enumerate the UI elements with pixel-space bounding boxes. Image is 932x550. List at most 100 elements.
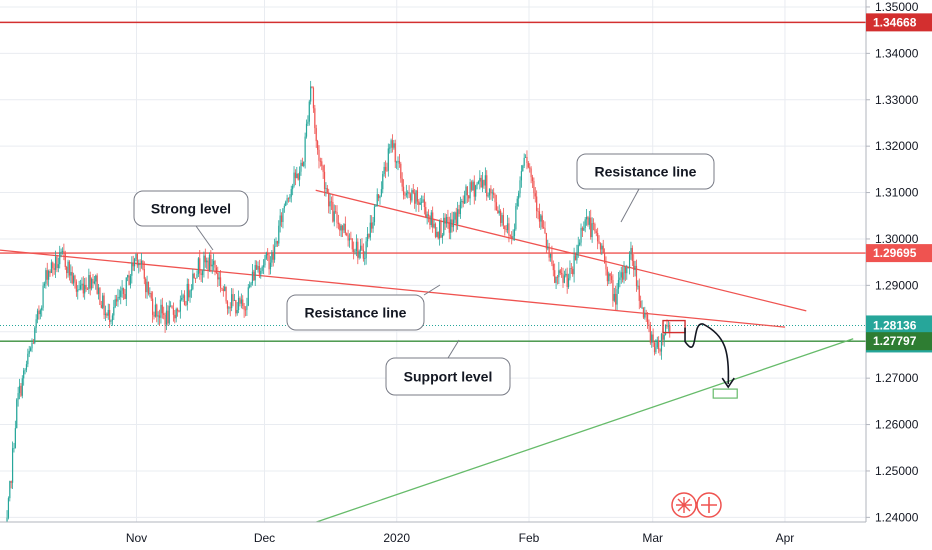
candle-body [135,254,137,259]
candle-body [114,299,116,308]
candle-body [501,215,503,223]
trend-line [302,338,854,528]
candle-body [491,192,493,194]
callout-text: Resistance line [305,305,407,321]
candle-body [115,299,118,302]
candle-body [476,183,478,186]
candle-body [229,307,231,309]
candle-body [120,290,122,297]
candle-body [217,273,219,280]
candle-body [165,310,168,325]
candle-body [337,222,340,225]
candle-body [121,287,123,291]
candle-body [441,234,443,238]
candle-body [365,241,367,259]
candle-body [215,267,217,274]
candle-body [298,171,301,180]
candle-body [437,231,439,239]
candle-body [167,310,169,324]
time-axis-panel[interactable] [0,522,932,550]
candle-body [635,265,638,287]
candle-body [655,347,657,353]
candle-body [533,181,535,194]
candle-body [408,192,410,195]
candle-body [440,221,442,238]
candle-body [161,304,163,314]
y-tick-label: 1.29000 [875,278,919,292]
candle-body [425,207,427,218]
candle-body [113,307,115,316]
candle-body [41,307,43,311]
candle-body [9,481,11,499]
candle-body [450,219,452,233]
x-tick-label: Feb [519,531,540,545]
candle-body [500,210,502,223]
candle-body [48,271,50,280]
candle-body [587,216,589,225]
candle-body [171,305,173,309]
candle-body [547,246,549,249]
candle-body [504,225,506,230]
candle-body [278,225,280,244]
candle-body [382,174,384,190]
candle-body [451,219,453,228]
candle-body [411,190,413,201]
candle-body [92,278,94,284]
candle-body [206,260,208,263]
candle-body [459,201,462,214]
candle-body [519,180,521,194]
candle-body [283,205,285,209]
candle-body [289,196,291,199]
candle-body [606,269,608,282]
candle-body [323,171,326,189]
candle-body [287,198,290,200]
candle-body [63,251,65,253]
candle-body [645,313,647,315]
candle-body [81,283,83,286]
callout-box [133,190,249,227]
candle-body [39,310,41,315]
candle-body [445,216,448,224]
candle-body [322,165,324,172]
candle-body [660,333,663,352]
candle-body [32,342,34,344]
candle-body [188,283,190,298]
candle-body [448,222,450,233]
candle-body [572,268,574,275]
candle-body [254,265,256,281]
candle-body [574,255,577,261]
candle-body [107,309,109,316]
candle-body [312,88,315,109]
candle-body [393,143,395,148]
candle-body [14,428,16,448]
candle-body [53,268,55,270]
candle-body [468,195,470,199]
candle-body [551,253,553,265]
candle-body [27,353,29,365]
candle-body [192,273,194,290]
candle-body [656,340,658,348]
candle-body [394,143,396,163]
candle-body [60,251,62,253]
candle-body [498,210,500,214]
candle-body [232,294,234,301]
candle-body [34,327,36,344]
candle-body [111,315,114,321]
candle-body [494,194,496,203]
candle-body [631,247,633,261]
candle-body [344,223,346,234]
candle-body [43,283,46,286]
candle-body [82,283,84,294]
candle-body [172,308,175,315]
candle-body [462,201,464,204]
candle-body [269,262,272,270]
candle-body [200,273,202,276]
candle-body [565,273,567,276]
candle-body [341,225,344,231]
candle-body [244,309,247,311]
candle-body [475,185,477,197]
callout-box [576,153,715,190]
candle-body [566,273,568,287]
